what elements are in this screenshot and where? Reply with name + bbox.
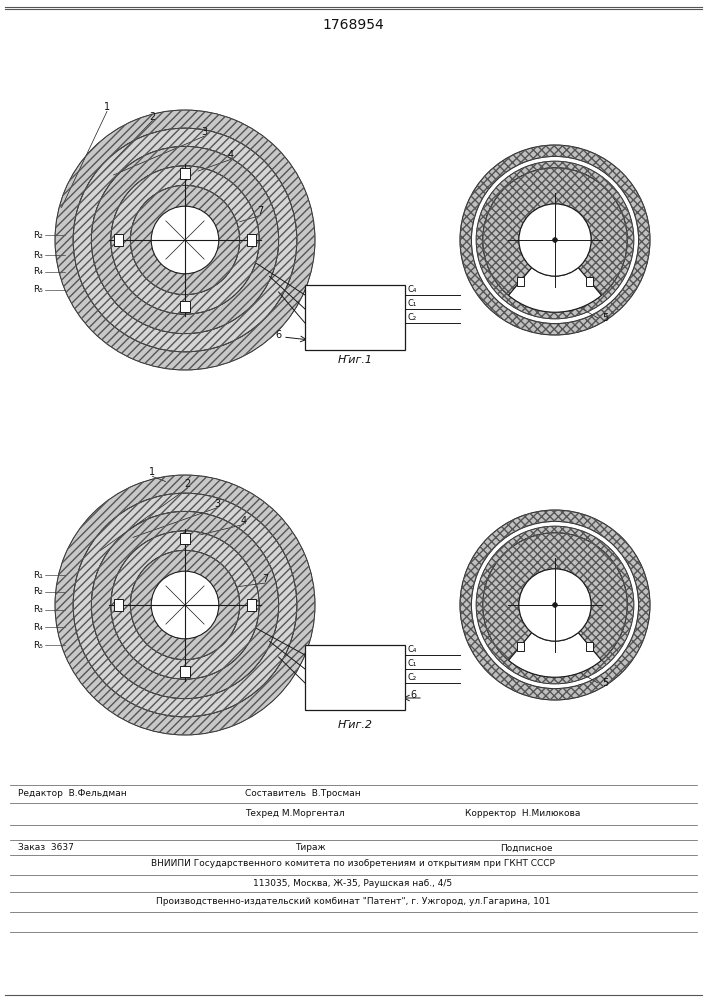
Wedge shape xyxy=(111,531,259,679)
Circle shape xyxy=(519,569,591,641)
Wedge shape xyxy=(55,110,315,370)
Text: R₆: R₆ xyxy=(170,582,180,591)
Text: C₄: C₄ xyxy=(408,285,417,294)
Circle shape xyxy=(553,603,557,607)
Text: 6: 6 xyxy=(410,690,416,700)
Bar xyxy=(247,599,256,611)
Circle shape xyxy=(553,238,557,242)
Circle shape xyxy=(151,206,218,274)
Text: 1: 1 xyxy=(149,467,156,477)
Circle shape xyxy=(519,204,591,276)
Text: Составитель  В.Тросман: Составитель В.Тросман xyxy=(245,790,361,798)
Circle shape xyxy=(130,550,240,660)
Text: C₁: C₁ xyxy=(408,659,417,668)
Bar xyxy=(305,285,405,350)
Bar xyxy=(305,645,405,710)
Text: Корректор  Н.Милюкова: Корректор Н.Милюкова xyxy=(465,810,580,818)
Wedge shape xyxy=(460,145,650,335)
Text: C₁: C₁ xyxy=(408,299,417,308)
Bar xyxy=(180,666,189,677)
Bar xyxy=(114,599,123,611)
Wedge shape xyxy=(460,510,650,700)
Wedge shape xyxy=(476,526,634,684)
Text: R₁: R₁ xyxy=(33,570,43,580)
Text: 3: 3 xyxy=(214,499,221,509)
Text: 2: 2 xyxy=(185,479,191,489)
Text: R₅: R₅ xyxy=(33,286,43,294)
Text: Редактор  В.Фельдман: Редактор В.Фельдман xyxy=(18,790,127,798)
Text: 7: 7 xyxy=(262,574,269,584)
Text: 113035, Москва, Ж-35, Раушская наб., 4/5: 113035, Москва, Ж-35, Раушская наб., 4/5 xyxy=(253,879,452,888)
Bar xyxy=(517,642,523,651)
Text: 6: 6 xyxy=(275,330,281,340)
Text: 4: 4 xyxy=(228,150,233,160)
Wedge shape xyxy=(483,168,627,295)
Text: R₃: R₃ xyxy=(33,250,43,259)
Text: 5: 5 xyxy=(602,678,609,688)
Bar xyxy=(180,168,189,179)
Bar xyxy=(247,234,256,246)
Text: C₂: C₂ xyxy=(408,673,417,682)
Text: Подписное: Подписное xyxy=(500,844,552,852)
Wedge shape xyxy=(508,268,602,312)
Text: C₄: C₄ xyxy=(408,645,417,654)
Text: 4: 4 xyxy=(240,516,247,526)
Bar xyxy=(587,642,593,651)
Text: Производственно-издательский комбинат "Патент", г. Ужгород, ул.Гагарина, 101: Производственно-издательский комбинат "П… xyxy=(156,898,550,906)
Wedge shape xyxy=(91,511,279,699)
Bar xyxy=(180,301,189,312)
Text: Тираж: Тираж xyxy=(295,844,325,852)
Text: Заказ  3637: Заказ 3637 xyxy=(18,844,74,852)
Bar xyxy=(114,234,123,246)
Wedge shape xyxy=(91,146,279,334)
Text: R₅: R₅ xyxy=(33,641,43,650)
Text: 3: 3 xyxy=(201,127,208,137)
Text: R₃: R₃ xyxy=(33,605,43,614)
Wedge shape xyxy=(508,633,602,677)
Wedge shape xyxy=(55,475,315,735)
Text: Ҥиг.2: Ҥиг.2 xyxy=(337,720,373,730)
Text: 7: 7 xyxy=(257,206,264,216)
Bar xyxy=(180,533,189,544)
Circle shape xyxy=(151,571,218,639)
Text: R₂: R₂ xyxy=(33,587,43,596)
Text: Техред М.Моргентал: Техред М.Моргентал xyxy=(245,810,344,818)
Text: 1: 1 xyxy=(104,102,110,112)
Text: 2: 2 xyxy=(149,111,156,121)
Wedge shape xyxy=(111,166,259,314)
Wedge shape xyxy=(476,161,634,319)
Bar xyxy=(517,277,523,286)
Text: 5: 5 xyxy=(602,313,609,323)
Text: ВНИИПИ Государственного комитета по изобретениям и открытиям при ГКНТ СССР: ВНИИПИ Государственного комитета по изоб… xyxy=(151,859,555,868)
Text: R₂: R₂ xyxy=(33,231,43,239)
Wedge shape xyxy=(483,533,627,660)
Text: Ҥиг.1: Ҥиг.1 xyxy=(337,355,373,365)
Wedge shape xyxy=(74,493,297,717)
Text: R₄: R₄ xyxy=(33,622,43,632)
Text: R₄: R₄ xyxy=(33,267,43,276)
Text: 1768954: 1768954 xyxy=(322,18,384,32)
Wedge shape xyxy=(74,128,297,352)
Bar xyxy=(587,277,593,286)
Circle shape xyxy=(130,185,240,295)
Text: C₂: C₂ xyxy=(408,313,417,322)
